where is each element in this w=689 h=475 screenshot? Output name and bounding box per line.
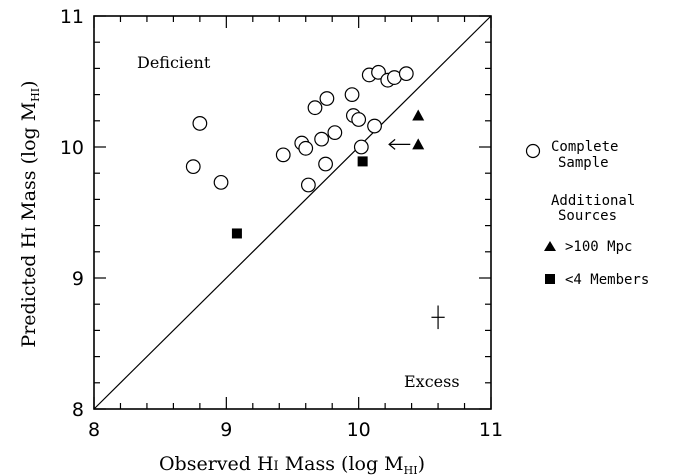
- y-tick-label: 11: [60, 6, 84, 28]
- legend-additional-line2: Sources: [558, 208, 617, 224]
- y-axis-title-paren: Mass (log M: [18, 102, 40, 227]
- plot-frame: [93, 15, 492, 410]
- data-point-square: [231, 228, 242, 239]
- legend-additional-line1: Additional: [551, 193, 635, 209]
- data-point-open-circle: [367, 118, 382, 134]
- y-tick-label: 10: [60, 137, 84, 159]
- x-axis-title-ion: I: [274, 459, 279, 474]
- x-axis-title-paren: Mass (log M: [279, 453, 404, 475]
- y-axis-title-ion: I: [24, 227, 39, 232]
- data-point-open-circle: [185, 159, 201, 175]
- x-tick-label: 11: [479, 419, 503, 441]
- legend-square-label: <4 Members: [565, 272, 649, 288]
- x-axis-title-close: ): [418, 453, 425, 475]
- data-point-open-circle: [314, 131, 330, 147]
- y-axis-title-close: ): [18, 80, 40, 87]
- legend-square-marker: [545, 274, 555, 284]
- x-tick-label: 9: [220, 419, 232, 441]
- limit-arrow-head: [388, 138, 396, 150]
- data-point-triangle: [412, 138, 425, 150]
- data-point-open-circle: [344, 87, 360, 102]
- y-axis-title-sub: HI: [29, 88, 42, 102]
- data-point-open-circle: [298, 140, 314, 156]
- legend: Complete Sample Additional Sources >100 …: [525, 139, 649, 288]
- data-point-open-circle: [300, 177, 316, 193]
- reference-line-group: [93, 15, 492, 410]
- y-axis-title: Predicted HI Mass (log MHI): [18, 80, 42, 347]
- data-point-open-circle: [319, 91, 335, 106]
- y-tick-label: 8: [72, 399, 84, 421]
- data-point-open-circle: [275, 147, 291, 163]
- data-point-triangle: [412, 109, 425, 121]
- data-point-open-circle: [213, 174, 229, 190]
- deficient-label: Deficient: [137, 53, 211, 72]
- one-to-one-line: [93, 15, 492, 410]
- data-point-open-circle: [353, 139, 369, 155]
- legend-open-circle: [525, 143, 541, 159]
- data-point-open-circle: [192, 116, 208, 131]
- legend-complete-line1: Complete: [551, 139, 618, 155]
- legend-complete-line2: Sample: [558, 155, 609, 171]
- data-point-open-circle: [327, 125, 343, 140]
- axis-ticks: [93, 15, 492, 410]
- data-marks: [185, 64, 445, 330]
- data-point-open-circle: [307, 100, 323, 116]
- y-tick-label: 9: [72, 268, 84, 290]
- legend-triangle-marker: [544, 241, 556, 251]
- data-point-open-circle: [351, 112, 367, 127]
- x-axis-title-main: Observed H: [159, 453, 274, 475]
- y-axis-title-main: Predicted H: [18, 232, 40, 348]
- x-axis-title: Observed HI Mass (log MHI): [159, 453, 425, 475]
- x-tick-label: 8: [88, 419, 100, 441]
- x-tick-label: 10: [347, 419, 371, 441]
- data-point-open-circle: [318, 156, 333, 172]
- data-point-open-circle: [398, 66, 414, 82]
- legend-triangle-label: >100 Mpc: [565, 239, 632, 255]
- data-point-square: [357, 156, 368, 167]
- excess-label: Excess: [404, 372, 460, 391]
- x-axis-title-sub: HI: [404, 464, 418, 475]
- tick-labels: 8 9 10 11 8 9 10 11: [60, 6, 503, 441]
